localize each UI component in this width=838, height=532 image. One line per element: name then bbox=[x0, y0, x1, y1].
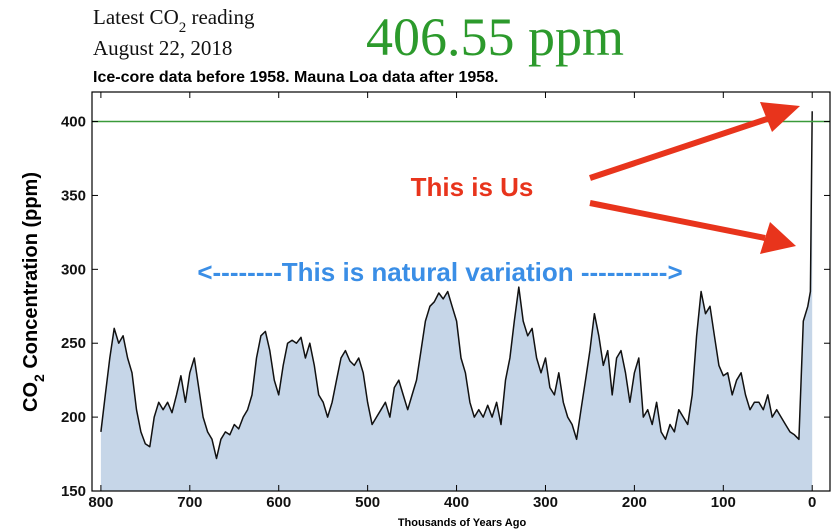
reading-label: Latest CO2 reading bbox=[93, 5, 255, 36]
arrow-shaft bbox=[589, 115, 771, 181]
annotation-natural: <--------This is natural variation -----… bbox=[197, 257, 682, 287]
x-tick-label: 400 bbox=[444, 494, 469, 511]
y-axis-label: CO2 Concentration (ppm) bbox=[20, 172, 47, 412]
y-tick-label: 350 bbox=[61, 187, 86, 204]
x-tick-label: 200 bbox=[622, 494, 647, 511]
plot-frame bbox=[91, 91, 831, 492]
reading-label-prefix: Latest CO bbox=[93, 5, 179, 29]
reading-label-suffix: reading bbox=[186, 5, 255, 29]
y-tick-label: 250 bbox=[61, 335, 86, 352]
x-tick-label: 100 bbox=[711, 494, 736, 511]
latest-reading: 406.55 ppm bbox=[366, 7, 624, 67]
arrow-head bbox=[760, 102, 800, 132]
arrow-head bbox=[760, 222, 796, 254]
x-tick-label: 500 bbox=[355, 494, 380, 511]
y-tick-label: 300 bbox=[61, 261, 86, 278]
x-tick-label: 600 bbox=[266, 494, 291, 511]
x-tick-label: 0 bbox=[808, 494, 816, 511]
y-tick-label: 150 bbox=[61, 483, 86, 500]
y-tick-label: 400 bbox=[61, 114, 86, 131]
x-tick-label: 700 bbox=[177, 494, 202, 511]
arrow-shaft bbox=[589, 200, 766, 241]
x-tick-label: 300 bbox=[533, 494, 558, 511]
line bbox=[100, 111, 813, 460]
y-label-suffix: Concentration (ppm) bbox=[20, 172, 42, 374]
annotation-us: This is Us bbox=[411, 172, 534, 202]
y-tick-label: 200 bbox=[61, 409, 86, 426]
subtitle: Ice-core data before 1958. Mauna Loa dat… bbox=[93, 69, 499, 86]
y-label-prefix: CO bbox=[20, 382, 42, 412]
y-label-sub: 2 bbox=[31, 374, 47, 382]
x-tick-label: 800 bbox=[88, 494, 113, 511]
x-axis-label: Thousands of Years Ago bbox=[398, 517, 527, 529]
arrows bbox=[589, 102, 800, 254]
reading-date: August 22, 2018 bbox=[93, 36, 232, 60]
reading-label-sub: 2 bbox=[179, 20, 187, 36]
area bbox=[100, 111, 813, 491]
plot-area: 150 200 250 300 350 400 800 700 600 500 400 300 200 1… bbox=[61, 91, 831, 511]
